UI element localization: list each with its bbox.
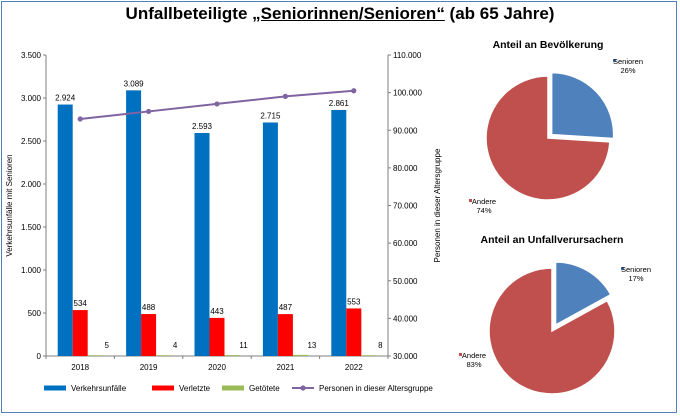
x-tick-label: 2020: [208, 363, 226, 372]
bar-verkehrsunflle-2021: [262, 122, 278, 356]
x-tick-label: 2022: [345, 363, 363, 372]
bar-verkehrsunflle-2019: [126, 90, 142, 356]
pie-label-marker: [469, 199, 472, 202]
bar-data-label: 11: [239, 341, 248, 350]
legend-swatch: [44, 385, 66, 391]
bar-data-label: 3.089: [124, 79, 145, 88]
bar-gettete-2022: [361, 355, 377, 356]
legend-label: Verletzte: [179, 384, 211, 393]
bar-verletzte-2018: [72, 310, 88, 356]
bar-verkehrsunflle-2022: [331, 109, 347, 356]
bar-verletzte-2022: [346, 308, 362, 356]
bar-verletzte-2020: [209, 317, 225, 356]
bar-data-label: 2.924: [55, 94, 76, 103]
title-highlight: „Seniorinnen/Senioren“: [252, 4, 445, 23]
bar-data-label: 488: [142, 303, 156, 312]
bar-chart: 0 500 1.000 1.500 2.000 2.500 3.000 3.500 30.000…: [5, 51, 442, 393]
bar-data-label: 4: [173, 341, 178, 350]
bar-data-label: 2.715: [260, 112, 281, 121]
y-axis-right-title: Personen in dieser Altersgruppe: [433, 148, 442, 262]
left-tick-label: 2.500: [21, 137, 42, 146]
pie-label-value: 83%: [466, 360, 481, 369]
pie-label-value: 26%: [620, 66, 635, 75]
bar-data-label: 534: [74, 299, 88, 308]
page-title: Unfallbeteiligte „Seniorinnen/Senioren“ …: [0, 4, 680, 24]
pie-slice-andere: [485, 75, 611, 201]
bar-data-label: 8: [378, 341, 383, 350]
x-tick-label: 2019: [140, 363, 158, 372]
left-tick-label: 2.000: [21, 180, 42, 189]
x-tick-label: 2021: [277, 363, 295, 372]
bar-gettete-2021: [292, 354, 308, 356]
pie-label-value: 17%: [628, 274, 643, 283]
title-suffix: (ab 65 Jahre): [444, 4, 555, 23]
left-tick-label: 3.500: [21, 51, 42, 60]
legend-label: Verkehrsunfälle: [71, 384, 127, 393]
legend-swatch: [152, 385, 174, 391]
legend-marker: [300, 385, 306, 391]
right-tick-label: 80.000: [393, 164, 418, 173]
left-tick-label: 1.500: [21, 223, 42, 232]
right-tick-label: 90.000: [393, 126, 418, 135]
bar-data-label: 553: [347, 297, 361, 306]
right-tick-label: 110.000: [393, 51, 422, 60]
line-point-2020: [214, 101, 220, 107]
legend-label: Personen in dieser Altersgruppe: [319, 384, 433, 393]
bar-gettete-2018: [87, 355, 103, 356]
right-tick-label: 60.000: [393, 239, 418, 248]
line-point-2019: [146, 108, 152, 115]
pie-slice-andere: [488, 267, 616, 395]
left-tick-label: 0: [37, 352, 42, 361]
right-tick-label: 100.000: [393, 89, 422, 98]
bar-gettete-2019: [156, 355, 172, 356]
bar-data-label: 5: [104, 341, 109, 350]
bar-data-label: 2.861: [329, 99, 350, 108]
pie-slice-senioren: [550, 71, 615, 140]
title-prefix: Unfallbeteiligte: [125, 4, 253, 23]
bar-verkehrsunflle-2020: [194, 133, 210, 356]
line-point-2022: [351, 88, 357, 94]
bar-gettete-2020: [224, 355, 240, 356]
y-axis-title: Verkehrsunfälle mit Senioren: [5, 154, 14, 256]
pie-label-name: Andere: [472, 197, 496, 206]
bar-data-label: 487: [279, 303, 293, 312]
bar-verletzte-2021: [277, 314, 293, 356]
line-point-2018: [77, 116, 83, 122]
left-tick-label: 500: [28, 309, 42, 318]
x-tick-label: 2018: [71, 363, 89, 372]
pie-label-value: 74%: [476, 206, 491, 215]
bar-verkehrsunflle-2018: [57, 104, 73, 356]
pie-label-marker: [613, 59, 616, 62]
bar-verletzte-2019: [141, 314, 157, 356]
pie-slice-senioren: [554, 261, 612, 327]
left-tick-label: 1.000: [21, 266, 42, 275]
bar-data-label: 443: [210, 307, 224, 316]
line-point-2021: [282, 93, 288, 99]
pie-label-name: Senioren: [621, 265, 651, 274]
pie-label-name: Andere: [462, 351, 486, 360]
right-tick-label: 30.000: [393, 352, 418, 361]
pie-label-marker: [621, 267, 624, 270]
legend-swatch: [222, 385, 244, 391]
right-tick-label: 50.000: [393, 277, 418, 286]
bar-data-label: 2.593: [192, 122, 213, 131]
left-tick-label: 3.000: [21, 94, 42, 103]
right-tick-label: 70.000: [393, 202, 418, 211]
pie-label-name: Senioren: [613, 57, 643, 66]
pie-label-marker: [459, 353, 462, 356]
legend-label: Getötete: [249, 384, 280, 393]
right-tick-label: 40.000: [393, 314, 418, 323]
bar-data-label: 13: [307, 341, 316, 350]
pie-title: Anteil an Bevölkerung: [493, 39, 604, 51]
pie-title: Anteil an Unfallverursachern: [481, 234, 624, 246]
